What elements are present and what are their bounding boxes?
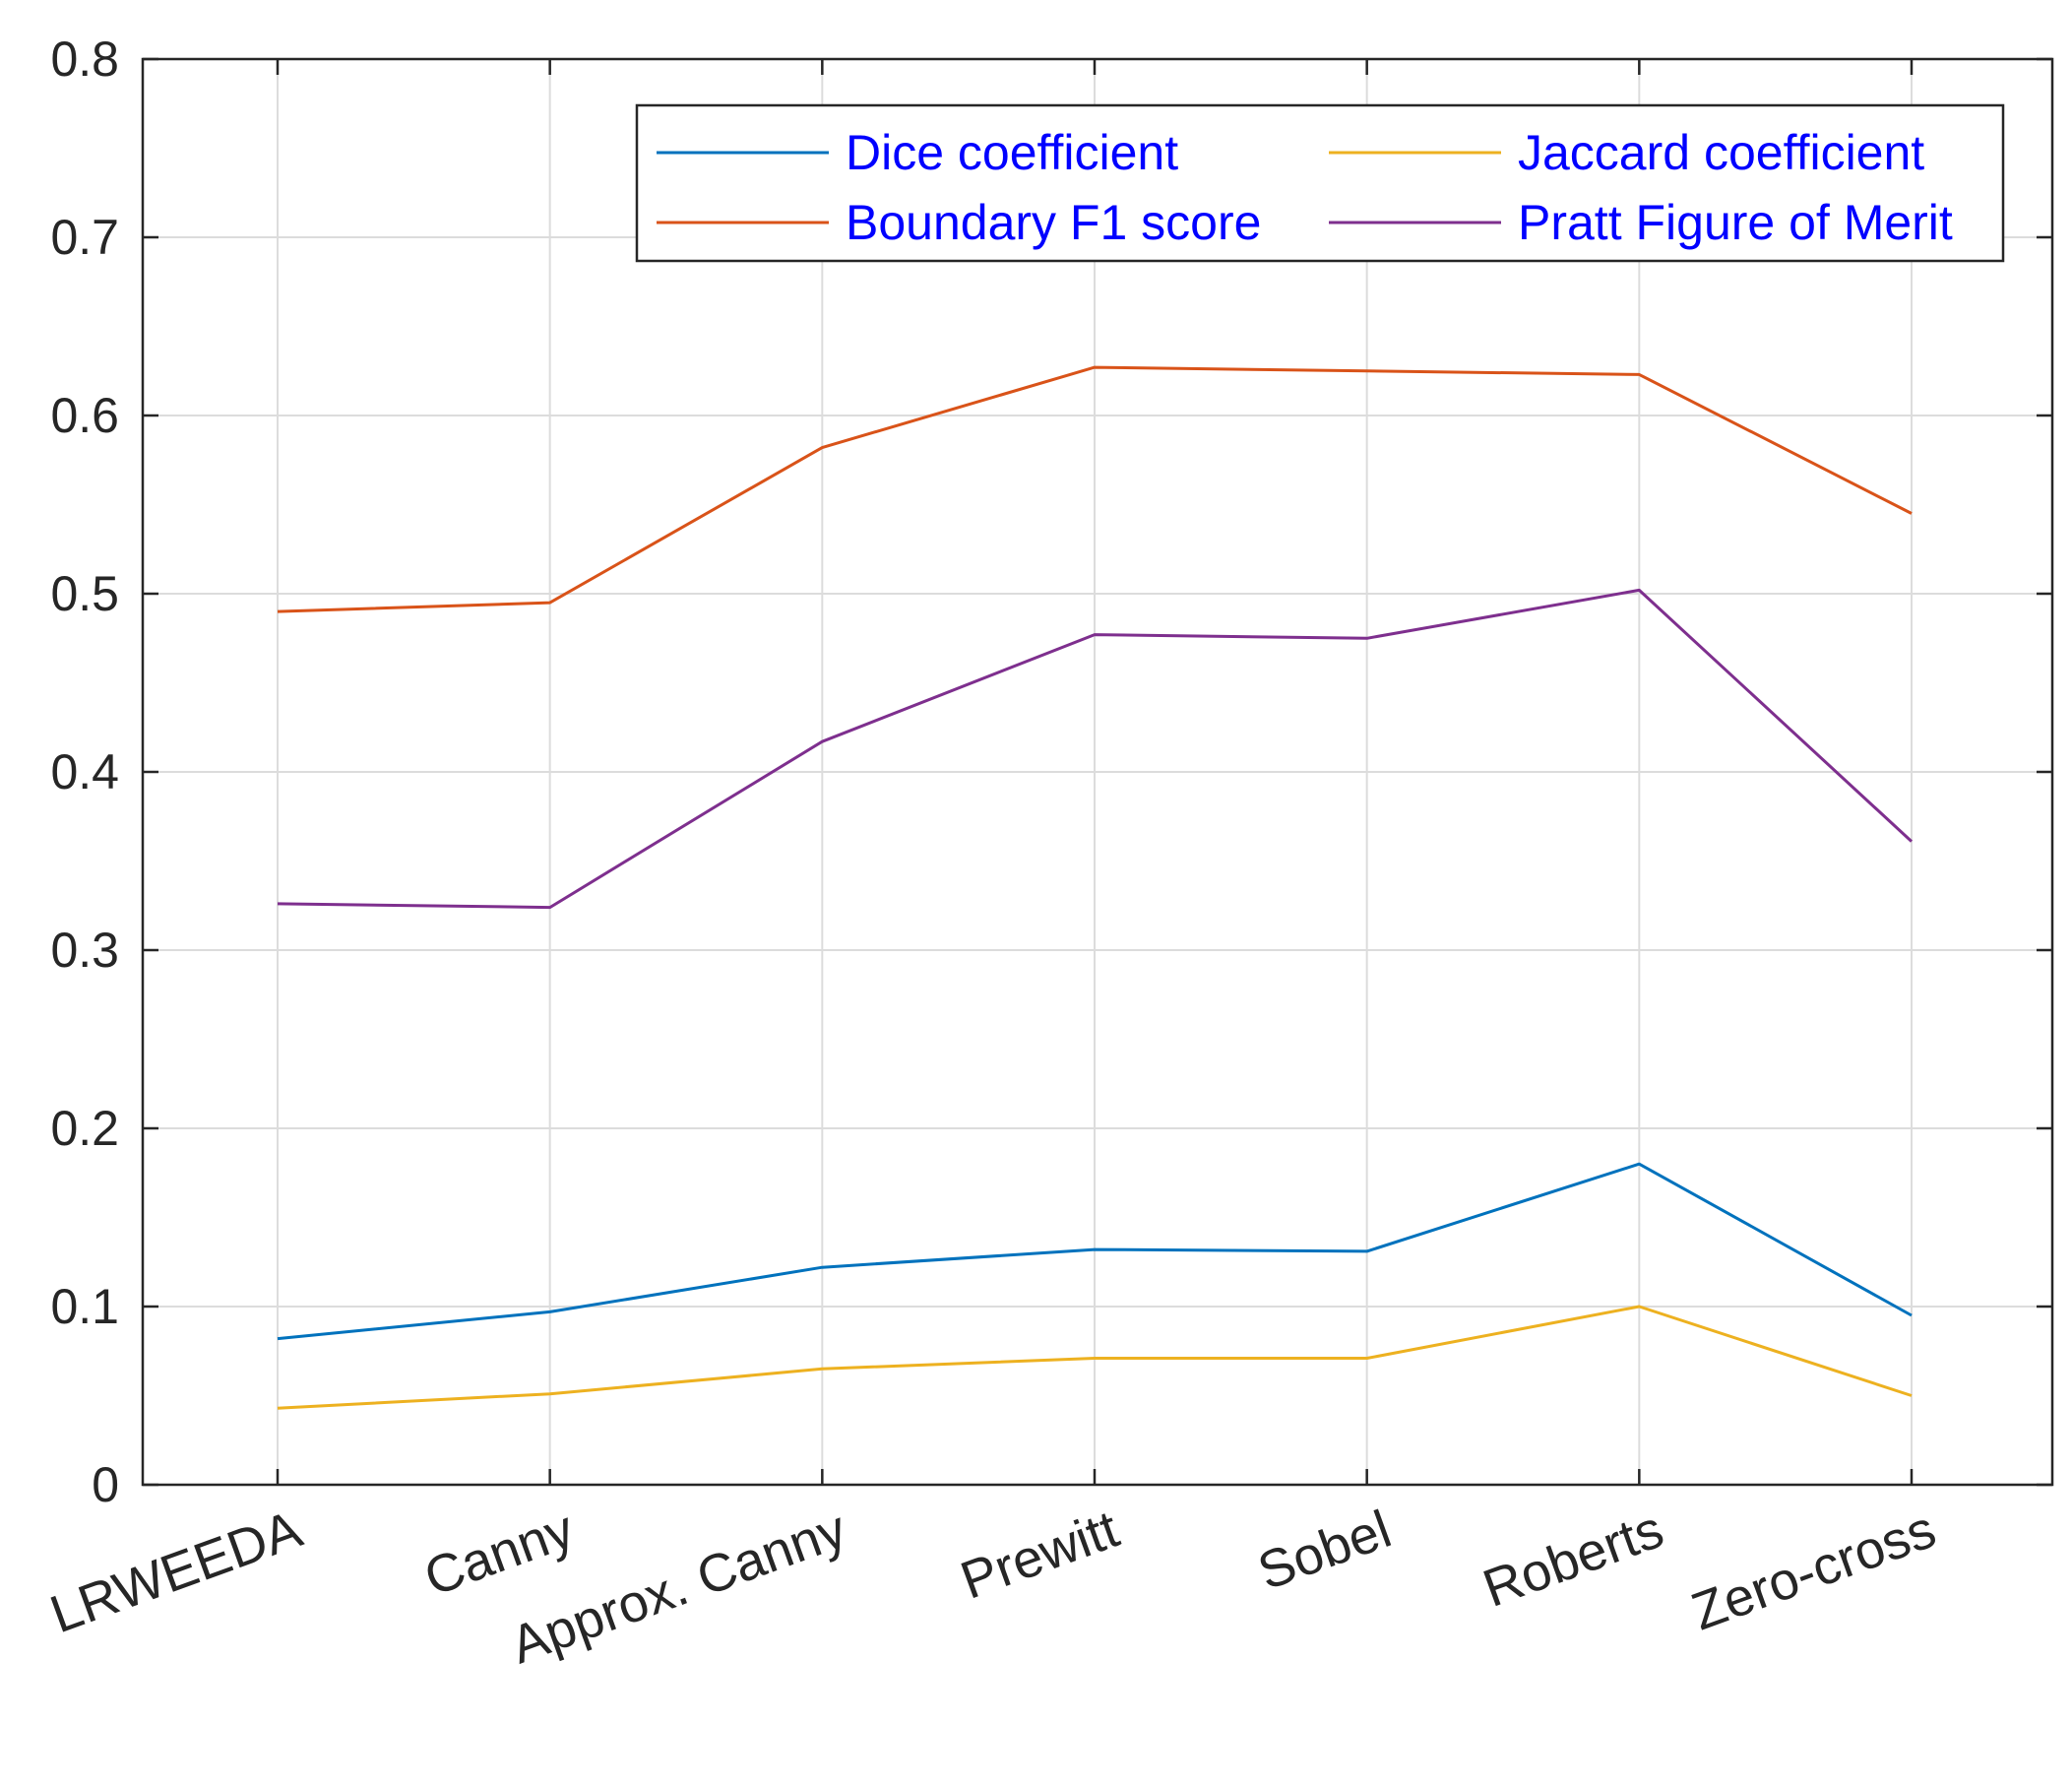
- series-line-0: [277, 1162, 1913, 1341]
- legend-label-1: Jaccard coefficient: [1518, 125, 1924, 180]
- y-tick-label: 0.5: [50, 566, 119, 621]
- y-tick-label: 0: [92, 1457, 119, 1512]
- legend-box: [635, 103, 2005, 263]
- series-line-1: [277, 1305, 1913, 1410]
- y-tick-label: 0.3: [50, 923, 119, 978]
- y-tick-label: 0.1: [50, 1279, 119, 1334]
- legend-label-3: Pratt Figure of Merit: [1518, 195, 1953, 250]
- y-tick-label: 0.8: [50, 32, 119, 87]
- series-line-2: [277, 365, 1913, 613]
- series-line-3: [277, 588, 1914, 910]
- legend-label-0: Dice coefficient: [846, 125, 1178, 180]
- y-tick-label: 0.4: [50, 744, 119, 799]
- y-tick-label: 0.6: [50, 388, 119, 443]
- legend-label-2: Boundary F1 score: [846, 195, 1261, 250]
- legend: Dice coefficient Jaccard coefficient Bound…: [635, 103, 2005, 263]
- grid: [143, 59, 2052, 1485]
- series-layer: [277, 365, 1914, 1410]
- y-tick-label: 0.2: [50, 1101, 119, 1156]
- y-tick-label: 0.7: [50, 210, 119, 265]
